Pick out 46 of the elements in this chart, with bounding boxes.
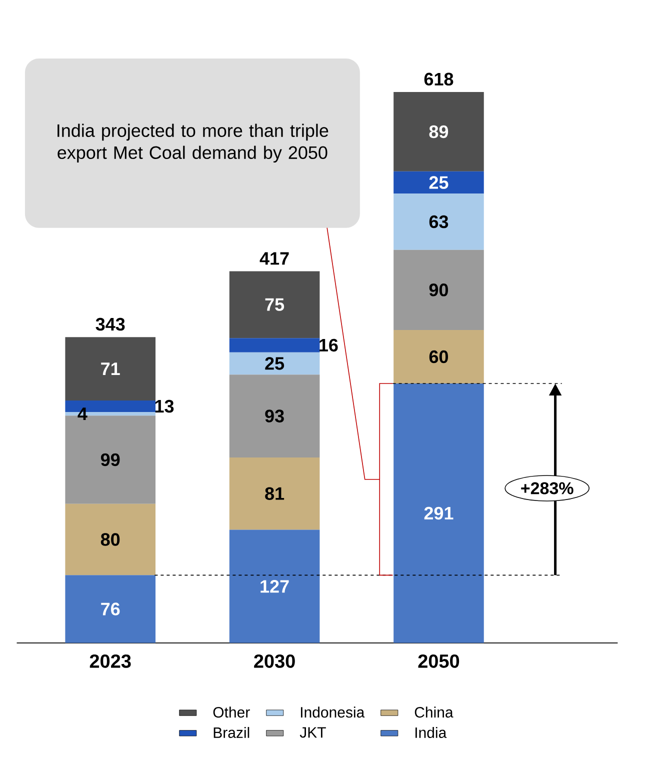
bar bbox=[65, 504, 156, 576]
bar bbox=[394, 92, 484, 172]
legend-label: India bbox=[416, 726, 447, 738]
bar bbox=[230, 530, 320, 643]
bar bbox=[65, 337, 156, 400]
data-label: 75 bbox=[265, 298, 284, 311]
data-label: 90 bbox=[430, 284, 448, 296]
data-label: 80 bbox=[101, 533, 120, 546]
legend-label: China bbox=[415, 706, 454, 718]
legend-label: Brazil bbox=[214, 726, 250, 738]
data-label: 291 bbox=[424, 506, 454, 520]
total-label: 417 bbox=[260, 252, 289, 265]
data-label: 25 bbox=[265, 357, 284, 370]
bar bbox=[394, 171, 484, 194]
legend-label: Indonesia bbox=[301, 706, 365, 718]
total-label: 618 bbox=[424, 72, 454, 86]
x-tick-label: 2023 bbox=[90, 654, 131, 668]
bar bbox=[394, 194, 484, 250]
legend-label: Other bbox=[213, 706, 250, 718]
total-label: 343 bbox=[96, 318, 125, 331]
bar bbox=[230, 271, 320, 338]
annotation: India projected to more than triple export Met Coal demand by 2050 bbox=[58, 124, 328, 163]
legend-label: JKT bbox=[300, 727, 326, 738]
bar bbox=[394, 250, 484, 330]
data-label: 13 bbox=[156, 400, 174, 413]
bar bbox=[394, 384, 484, 643]
x-tick-label: 2050 bbox=[418, 654, 460, 668]
x-tick-label: 2030 bbox=[254, 654, 296, 668]
bar bbox=[394, 330, 484, 384]
data-label: 63 bbox=[430, 215, 448, 228]
data-label: 25 bbox=[430, 176, 448, 189]
bar bbox=[230, 338, 320, 352]
data-label: 76 bbox=[101, 602, 120, 616]
data-label: 60 bbox=[430, 350, 448, 364]
bar bbox=[230, 374, 320, 458]
bar bbox=[65, 575, 156, 643]
bar bbox=[230, 352, 320, 375]
annotation: +283% bbox=[521, 482, 574, 494]
data-label: 16 bbox=[320, 338, 338, 352]
bar bbox=[230, 458, 320, 530]
data-label: 93 bbox=[265, 410, 284, 422]
data-label: 89 bbox=[429, 125, 448, 138]
data-label: 81 bbox=[265, 487, 284, 500]
data-label: 71 bbox=[101, 362, 120, 376]
data-label: 127 bbox=[260, 580, 289, 593]
data-label: 99 bbox=[101, 453, 120, 466]
